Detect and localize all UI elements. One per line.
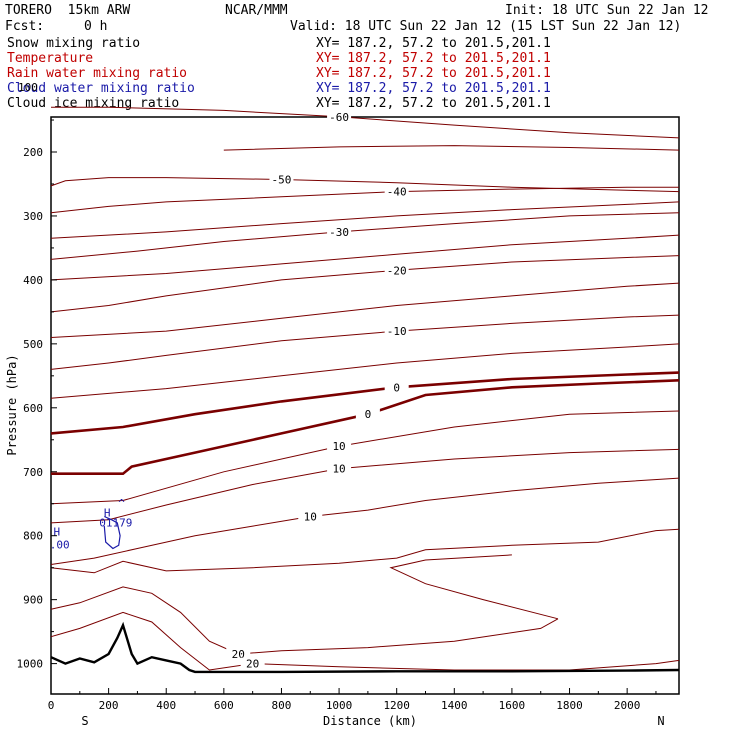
isotherm-line-17 (50, 586, 559, 655)
isotherm-line-15 (50, 477, 680, 565)
isotherm-line-9 (50, 314, 680, 370)
x-tick-label-9: 1800 (556, 699, 583, 712)
isotherm-label-12: 0 (365, 408, 372, 421)
cloud-water-contour (103, 515, 121, 550)
y-tick-label-6: 800 (23, 530, 43, 543)
isotherm-label-14: 10 (332, 463, 345, 476)
isotherm-line-12 (51, 379, 680, 476)
isotherm-label-bg-0 (327, 110, 352, 123)
isotherm-label-19: 20 (246, 658, 259, 671)
isotherm-label-0: -60 (329, 111, 349, 124)
y-tick-label-0: 200 (23, 146, 43, 159)
legend-snow-xy: XY= 187.2, 57.2 to 201.5,201.1 (316, 36, 551, 51)
isotherm-line-11 (50, 371, 680, 435)
isotherm-line-5 (50, 212, 680, 260)
init-time: Init: 18 UTC Sun 22 Jan 12 (505, 3, 709, 18)
cloud-annotation-4: ^ (118, 497, 125, 510)
x-tick-label-5: 1000 (326, 699, 353, 712)
isotherm-line-19 (50, 611, 680, 671)
isotherm-label-5: -30 (329, 226, 349, 239)
cloud-annotation-3: 01179 (99, 517, 132, 530)
y-axis-title: Pressure (hPa) (5, 354, 19, 455)
x-axis-title: Distance (km) (323, 714, 417, 728)
x-tick-label-8: 1600 (499, 699, 526, 712)
terrain-layer (50, 621, 680, 674)
north-label: N (657, 714, 664, 728)
legend-rain-xy: XY= 187.2, 57.2 to 201.5,201.1 (316, 66, 551, 81)
isotherm-line-3 (50, 186, 679, 214)
isotherm-label-11: 0 (393, 381, 400, 394)
y-tick-label-3: 500 (23, 338, 43, 351)
x-tick-label-3: 600 (214, 699, 234, 712)
legend-cloud-water-xy: XY= 187.2, 57.2 to 201.5,201.1 (316, 81, 551, 96)
legend-snow: Snow mixing ratio (7, 36, 141, 51)
isotherm-line-2 (50, 177, 680, 193)
legend-temperature-xy: XY= 187.2, 57.2 to 201.5,201.1 (316, 51, 551, 66)
y-tick-label-1: 300 (23, 210, 43, 223)
org-label: NCAR/MMM (225, 3, 288, 18)
legend-cloud-ice-xy: XY= 187.2, 57.2 to 201.5,201.1 (316, 96, 551, 111)
isotherm-line-16 (50, 528, 680, 574)
legend-temperature: Temperature (7, 51, 94, 66)
x-tick-label-6: 1200 (383, 699, 410, 712)
y-tick-label-4: 600 (23, 402, 43, 415)
isotherm-label-2: -50 (272, 173, 292, 186)
isotherm-label-9: -10 (387, 325, 407, 338)
forecast-value: 0 h (84, 19, 108, 34)
valid-time: Valid: 18 UTC Sun 22 Jan 12 (15 LST Sun … (290, 19, 682, 34)
isotherm-line-7 (50, 255, 680, 313)
isotherm-label-bg-3 (384, 185, 409, 198)
isotherm-line-14 (50, 448, 680, 524)
plot-frame (50, 116, 680, 695)
forecast-label: Fcst: (5, 19, 45, 34)
isotherm-label-bg-7 (384, 264, 409, 277)
isotherm-line-4 (50, 201, 680, 239)
south-label: S (81, 714, 88, 728)
isotherm-label-7: -20 (387, 264, 407, 277)
legend-rain: Rain water mixing ratio (7, 66, 188, 81)
y-tick-label-2: 400 (23, 274, 43, 287)
isotherm-line-6 (50, 234, 680, 281)
cloud-annotation-0: H (53, 526, 60, 539)
isotherm-label-bg-11 (384, 381, 409, 394)
isotherm-line-13 (50, 410, 680, 505)
y-tick-label-8: 1000 (17, 658, 44, 671)
terrain-line (50, 621, 680, 674)
isotherm-label-3: -40 (387, 186, 407, 199)
isotherm-label-bg-17 (226, 648, 251, 661)
legend-cloud-water: Cloud water mixing ratio (7, 81, 195, 96)
isotherm-label-bg-13 (327, 440, 352, 453)
isotherm-line-8 (50, 282, 680, 338)
isotherm-label-13: 10 (332, 440, 345, 453)
isotherm-label-bg-14 (327, 462, 352, 475)
isotherm-line-10 (50, 343, 680, 399)
y-tick-label-5: 700 (23, 466, 43, 479)
isotherm-label-15: 10 (304, 511, 317, 524)
y-tick-label-7: 900 (23, 594, 43, 607)
cloud-annotation-2: H (104, 507, 111, 520)
model-title: TORERO 15km ARW (5, 3, 131, 18)
x-tick-label-0: 0 (48, 699, 55, 712)
isotherm-label-bg-12 (355, 408, 380, 421)
isotherm-line-18 (389, 554, 559, 620)
cloud-annotation-1: .00 (50, 538, 70, 551)
axes-layer: 0 200 400 600 800 1000 1200 1400 1600 1800 2000200… (17, 119, 657, 712)
isotherm-line-0 (51, 106, 680, 139)
isotherm-label-bg-15 (298, 510, 323, 523)
x-tick-label-4: 800 (272, 699, 292, 712)
isotherm-label-bg-2 (269, 173, 294, 186)
y-top-value: 100 (18, 81, 38, 94)
x-tick-label-2: 400 (156, 699, 176, 712)
isotherm-label-bg-9 (384, 325, 409, 338)
isotherm-label-bg-5 (327, 225, 352, 238)
isotherm-line-1 (223, 145, 680, 151)
isotherm-label-bg-19 (240, 657, 265, 670)
x-tick-label-10: 2000 (614, 699, 641, 712)
x-tick-label-1: 200 (99, 699, 119, 712)
x-tick-label-7: 1400 (441, 699, 468, 712)
